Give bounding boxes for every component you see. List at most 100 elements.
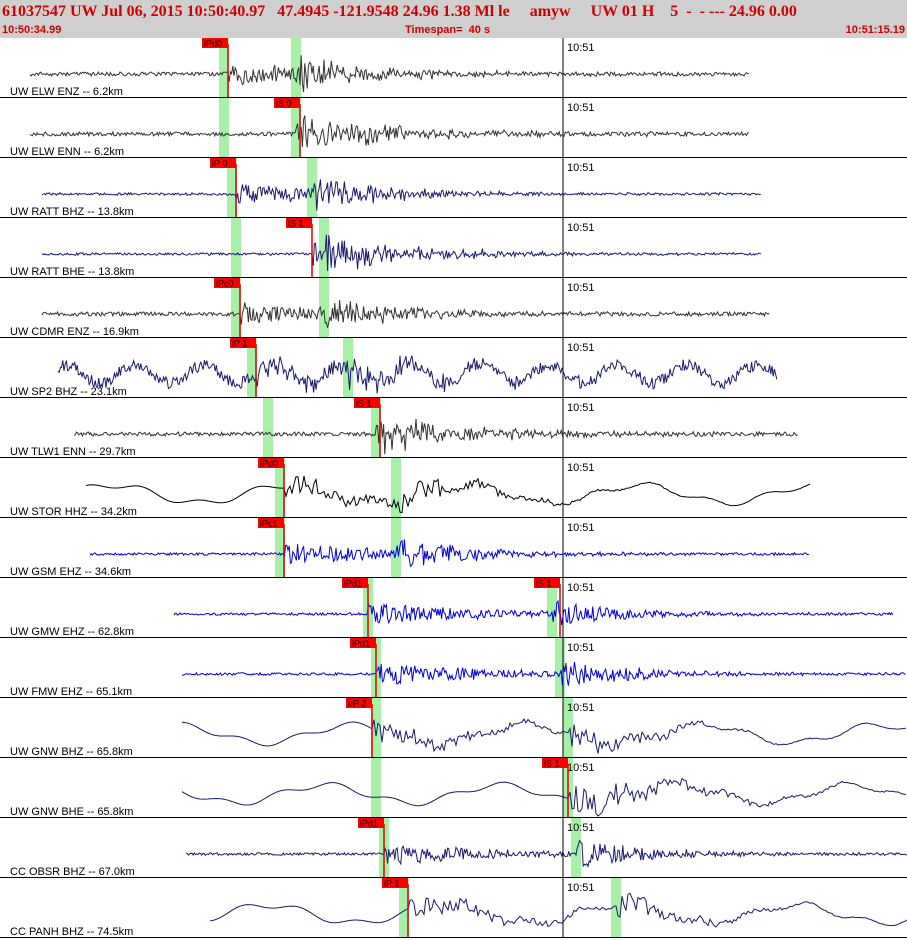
theoretical-arrival-band	[247, 338, 257, 398]
phase-pick-label[interactable]: iS 1	[536, 579, 552, 589]
theoretical-arrival-band	[231, 278, 241, 338]
phase-pick-label-bg[interactable]	[542, 758, 568, 768]
minute-label: 10:51	[567, 762, 595, 774]
channel-panel[interactable]: 10:51 iP 0 UW RATT BHZ -- 13.8km	[0, 158, 907, 218]
phase-pick-label[interactable]: iPd1	[360, 819, 378, 829]
phase-pick-label-bg[interactable]	[346, 698, 372, 708]
channel-label: UW TLW1 ENN -- 29.7km	[10, 446, 136, 458]
phase-pick-label[interactable]: iPc1	[260, 519, 278, 529]
channel-panel[interactable]: 10:51 iP 1 CC PANH BHZ -- 74.5km	[0, 878, 907, 938]
channel-label: UW ELW ENN -- 6.2km	[10, 146, 124, 158]
phase-pick-label[interactable]: eP 2	[348, 699, 366, 709]
channel-label: UW GSM EHZ -- 34.6km	[10, 566, 131, 578]
seismogram-trace	[209, 892, 907, 928]
theoretical-arrival-band	[219, 98, 229, 158]
channel-panel[interactable]: 10:51 eP 2 UW GNW BHZ -- 65.8km	[0, 698, 907, 758]
theoretical-arrival-band	[275, 518, 285, 578]
seismogram-trace	[181, 777, 907, 817]
channel-panel[interactable]: 10:51 iPd1 iS 1 UW GMW EHZ -- 62.8km	[0, 578, 907, 638]
phase-pick-label-bg[interactable]	[230, 338, 256, 348]
theoretical-arrival-band	[555, 638, 565, 698]
phase-pick-label[interactable]: iS 1	[544, 759, 560, 769]
minute-label: 10:51	[567, 582, 595, 594]
seismogram-trace	[29, 115, 749, 148]
phase-pick-label-bg[interactable]	[214, 278, 240, 288]
theoretical-arrival-band	[319, 218, 329, 278]
theoretical-arrival-band	[399, 878, 409, 938]
theoretical-arrival-band	[219, 38, 229, 98]
minute-label: 10:51	[567, 822, 595, 834]
phase-pick-label[interactable]: iPd1	[352, 639, 370, 649]
theoretical-arrival-band	[391, 458, 401, 518]
minute-label: 10:51	[567, 42, 595, 54]
channel-panel[interactable]: 10:51 iPd1 UW FMW EHZ -- 65.1km	[0, 638, 907, 698]
channel-panel[interactable]: 10:51 iS 1 UW GNW BHE -- 65.8km	[0, 758, 907, 818]
phase-pick-label-bg[interactable]	[210, 158, 236, 168]
event-title: 61037547 UW Jul 06, 2015 10:50:40.97 47.…	[2, 3, 797, 20]
phase-pick-label[interactable]: iP 1	[232, 339, 247, 349]
channel-label: UW ELW ENZ -- 6.2km	[10, 86, 123, 98]
minute-label: 10:51	[567, 882, 595, 894]
seismogram-trace	[73, 418, 798, 455]
minute-label: 10:51	[567, 102, 595, 114]
channel-label: UW SP2 BHZ -- 23.1km	[10, 386, 127, 398]
seismogram-trace	[85, 475, 811, 514]
phase-pick-label[interactable]: iS 1	[288, 219, 304, 229]
phase-pick-label-bg[interactable]	[358, 818, 384, 828]
theoretical-arrival-band	[319, 278, 329, 338]
waveform-panels[interactable]: 10:51 iPd0 UW ELW ENZ -- 6.2km 10:51 iS 0 UW …	[0, 38, 907, 940]
seismogram-trace	[182, 662, 906, 686]
theoretical-arrival-band	[391, 518, 401, 578]
seismogram-trace	[181, 718, 907, 754]
phase-pick-label-bg[interactable]	[342, 578, 368, 588]
channel-label: UW RATT BHE -- 13.8km	[10, 266, 134, 278]
phase-pick-label[interactable]: iPd0	[260, 459, 278, 469]
phase-pick-label[interactable]: iS 1	[356, 399, 372, 409]
phase-pick-label-bg[interactable]	[202, 38, 228, 48]
channel-panel[interactable]: 10:51 iPc1 UW GSM EHZ -- 34.6km	[0, 518, 907, 578]
phase-pick-label-bg[interactable]	[354, 398, 380, 408]
phase-pick-label[interactable]: iPc0	[216, 279, 234, 289]
phase-pick-label-bg[interactable]	[286, 218, 312, 228]
phase-pick-label[interactable]: iPd0	[204, 39, 222, 49]
channel-panel[interactable]: 10:51 iPd0 UW STOR HHZ -- 34.2km	[0, 458, 907, 518]
theoretical-arrival-band	[371, 698, 381, 758]
theoretical-arrival-band	[291, 38, 301, 98]
theoretical-arrival-band	[227, 158, 237, 218]
channel-panel[interactable]: 10:51 iPd0 UW ELW ENZ -- 6.2km	[0, 38, 907, 98]
theoretical-arrival-band	[547, 578, 557, 638]
seismogram-trace	[173, 599, 894, 626]
phase-pick-label-bg[interactable]	[258, 458, 284, 468]
end-time: 10:51:15.19	[845, 24, 905, 36]
theoretical-arrival-band	[263, 398, 273, 458]
channel-label: UW STOR HHZ -- 34.2km	[10, 506, 137, 518]
channel-panel[interactable]: 10:51 iPc0 UW CDMR ENZ -- 16.9km	[0, 278, 907, 338]
seismogram-trace	[41, 179, 761, 211]
phase-pick-label-bg[interactable]	[534, 578, 560, 588]
phase-pick-label[interactable]: iP 1	[384, 879, 399, 889]
phase-pick-label-bg[interactable]	[274, 98, 300, 108]
channel-label: CC OBSR BHZ -- 67.0km	[10, 866, 135, 878]
phase-pick-label-bg[interactable]	[258, 518, 284, 528]
channel-panel[interactable]: 10:51 iPd1 CC OBSR BHZ -- 67.0km	[0, 818, 907, 878]
seismogram-trace	[89, 539, 809, 568]
event-header: 61037547 UW Jul 06, 2015 10:50:40.97 47.…	[0, 0, 907, 38]
minute-label: 10:51	[567, 522, 595, 534]
start-time: 10:50:34.99	[2, 24, 62, 36]
channel-label: UW CDMR ENZ -- 16.9km	[10, 326, 139, 338]
minute-label: 10:51	[567, 642, 595, 654]
phase-pick-label-bg[interactable]	[350, 638, 376, 648]
minute-label: 10:51	[567, 162, 595, 174]
channel-label: UW GMW EHZ -- 62.8km	[10, 626, 134, 638]
seismogram-trace	[185, 839, 907, 868]
timespan-label: Timespan= 40 s	[405, 24, 491, 36]
phase-pick-label[interactable]: iPd1	[344, 579, 362, 589]
phase-pick-label[interactable]: iS 0	[276, 99, 292, 109]
phase-pick-label[interactable]: iP 0	[212, 159, 227, 169]
channel-panel[interactable]: 10:51 iS 1 UW TLW1 ENN -- 29.7km	[0, 398, 907, 458]
channel-panel[interactable]: 10:51 iS 1 UW RATT BHE -- 13.8km	[0, 218, 907, 278]
phase-pick-label-bg[interactable]	[382, 878, 408, 888]
channel-panel[interactable]: 10:51 iP 1 UW SP2 BHZ -- 23.1km	[0, 338, 907, 398]
minute-label: 10:51	[567, 702, 595, 714]
channel-panel[interactable]: 10:51 iS 0 UW ELW ENN -- 6.2km	[0, 98, 907, 158]
